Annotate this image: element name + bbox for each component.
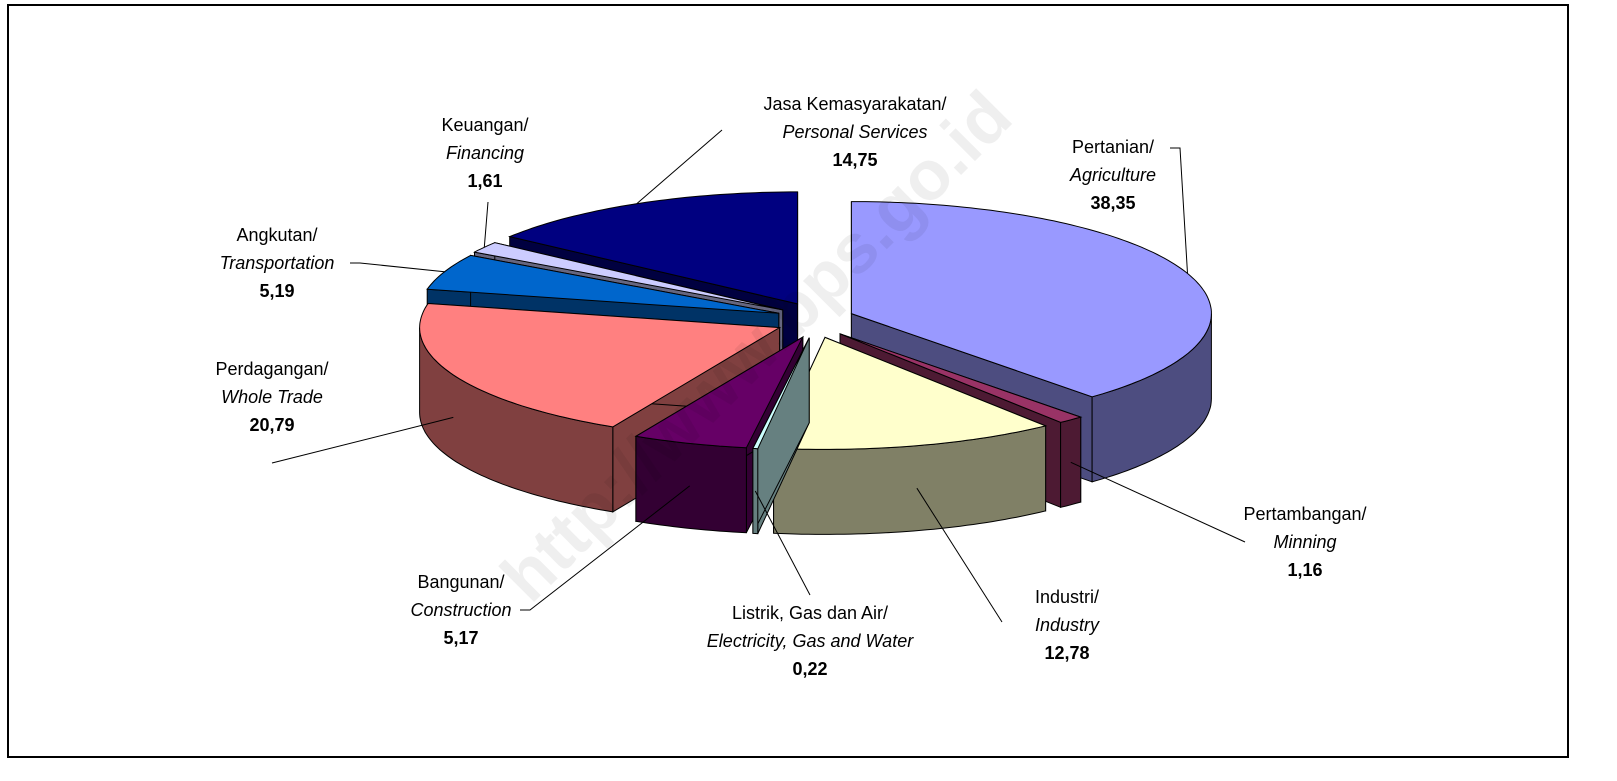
leader-line [636, 129, 723, 205]
category-label-en: Industry [1035, 615, 1100, 635]
category-label: Jasa Kemasyarakatan/ [763, 94, 946, 114]
category-label-en: Electricity, Gas and Water [707, 631, 914, 651]
value-label: 14,75 [832, 150, 877, 170]
slice-top [850, 201, 1212, 398]
category-label: Perdagangan/ [215, 359, 328, 379]
leader-line [483, 201, 489, 248]
value-label: 5,17 [443, 628, 478, 648]
leader-line [754, 490, 811, 596]
slice [752, 337, 810, 535]
value-label: 5,19 [259, 281, 294, 301]
slice-side [1060, 416, 1082, 508]
category-label: Pertanian/ [1072, 137, 1154, 157]
category-label: Keuangan/ [441, 115, 528, 135]
category-label: Industri/ [1035, 587, 1099, 607]
leader-line [916, 487, 1003, 623]
category-label-en: Transportation [220, 253, 335, 273]
category-label: Listrik, Gas dan Air/ [732, 603, 888, 623]
category-label: Bangunan/ [417, 572, 504, 592]
value-label: 1,61 [467, 171, 502, 191]
slice-top [839, 333, 1083, 423]
value-label: 0,22 [792, 659, 827, 679]
slice-top [419, 302, 782, 428]
category-label-en: Minning [1273, 532, 1336, 552]
slice-top [634, 335, 805, 449]
category-label-en: Financing [446, 143, 524, 163]
category-label-en: Construction [410, 600, 511, 620]
value-label: 12,78 [1044, 643, 1089, 663]
leader-line [1070, 461, 1246, 543]
category-label-en: Whole Trade [221, 387, 323, 407]
slice-top [772, 336, 1048, 450]
value-label: 38,35 [1090, 193, 1135, 213]
value-label: 1,16 [1287, 560, 1322, 580]
leader-line [1170, 147, 1188, 274]
category-label-en: Personal Services [782, 122, 927, 142]
category-label-en: Agriculture [1069, 165, 1156, 185]
value-label: 20,79 [249, 415, 294, 435]
leader-line [520, 485, 691, 611]
category-label: Angkutan/ [236, 225, 317, 245]
leader-line [350, 262, 445, 273]
slice-top [752, 337, 810, 450]
category-label: Pertambangan/ [1243, 504, 1366, 524]
leader-line [271, 416, 454, 464]
